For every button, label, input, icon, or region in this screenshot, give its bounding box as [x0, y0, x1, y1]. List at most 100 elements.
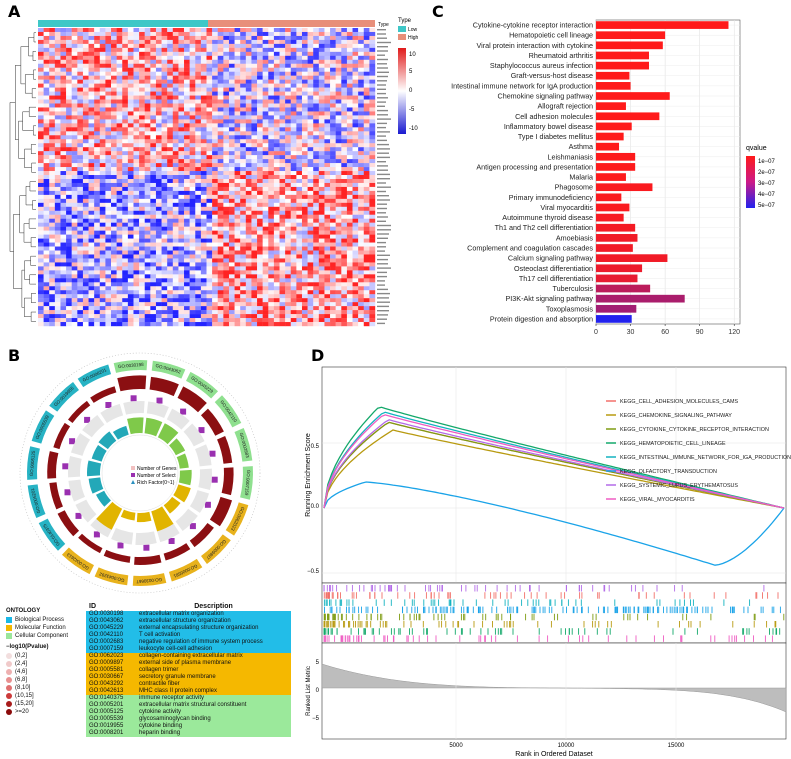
heatmap-cell: [307, 135, 314, 140]
heatmap-cell: [369, 286, 376, 291]
heatmap-cell: [155, 31, 162, 37]
heatmap-cell: [245, 167, 252, 172]
heatmap-cell: [82, 238, 89, 243]
heatmap-cell: [116, 306, 123, 311]
heatmap-cell: [251, 222, 258, 227]
heatmap-cell: [279, 55, 286, 60]
heatmap-cell: [262, 123, 269, 128]
heatmap-cell: [71, 71, 78, 76]
heatmap-cell: [172, 35, 179, 41]
heatmap-cell: [49, 59, 56, 64]
heatmap-cell: [296, 214, 303, 219]
heatmap-cell: [346, 226, 353, 231]
heatmap-cell: [363, 234, 370, 239]
heatmap-cell: [313, 163, 320, 168]
heatmap-cell: [341, 226, 348, 231]
heatmap-cell: [268, 226, 275, 231]
go-desc-cell: collagen trimer: [139, 667, 179, 673]
gene-label-tick: [377, 165, 388, 167]
heatmap-cell: [358, 314, 364, 319]
heatmap-cell: [262, 55, 269, 60]
heatmap-cell: [139, 47, 145, 53]
heatmap-cell: [279, 322, 286, 327]
heatmap-cell: [251, 31, 258, 37]
heatmap-cell: [77, 246, 84, 251]
heatmap-cell: [82, 159, 89, 164]
heatmap-cell: [234, 266, 241, 271]
dendrogram-branch: [23, 223, 32, 243]
go-outer-label: GO:0007159: [244, 470, 251, 497]
heatmap-cell: [66, 282, 72, 287]
heatmap-cell: [262, 186, 269, 192]
heatmap-cell: [88, 63, 95, 68]
heatmap-cell: [223, 171, 230, 176]
heatmap-cell: [240, 194, 247, 200]
heatmap-cell: [217, 226, 224, 231]
heatmap-cell: [318, 47, 325, 53]
go-table-row: GO:0005539 glycosaminoglycan binding: [86, 716, 291, 723]
go-table-row: GO:0042613 MHC class II protein complex: [86, 688, 291, 695]
heatmap-cell: [144, 175, 151, 180]
pvalue-legend-row: (4,6]: [6, 668, 86, 676]
ontology-label: Molecular Function: [15, 625, 66, 631]
heatmap-cell: [273, 178, 280, 184]
heatmap-cell: [341, 218, 348, 223]
heatmap-cell: [324, 310, 331, 315]
heatmap-cell: [184, 266, 190, 271]
heatmap-cell: [358, 238, 364, 243]
heatmap-cell: [369, 139, 376, 144]
heatmap-cell: [178, 202, 185, 207]
heatmap-cell: [66, 67, 72, 72]
heatmap-cell: [60, 270, 67, 275]
heatmap-cell: [111, 35, 117, 41]
heatmap-cell: [105, 182, 112, 188]
heatmap-cell: [43, 230, 50, 235]
heatmap-cell: [94, 91, 100, 96]
heatmap-cell: [49, 290, 56, 295]
go-outer-segment: [31, 410, 55, 444]
heatmap-cell: [54, 151, 61, 156]
go-grid-segment: [68, 455, 82, 478]
heatmap-cell: [217, 47, 224, 53]
heatmap-cell: [167, 314, 173, 319]
heatmap-cell: [195, 298, 202, 303]
go-id-cell: GO:0005201: [89, 702, 124, 708]
heatmap-cell: [245, 230, 252, 235]
go-legend: ONTOLOGY Biological Process Molecular Fun…: [6, 608, 86, 716]
heatmap-cell: [324, 151, 331, 156]
heatmap-cell: [363, 28, 370, 33]
heatmap-cell: [251, 306, 258, 311]
heatmap-cell: [66, 218, 72, 223]
heatmap-cell: [318, 190, 325, 196]
heatmap-cell: [251, 278, 258, 283]
heatmap-cell: [122, 254, 129, 259]
heatmap-cell: [99, 167, 106, 172]
heatmap-cell: [228, 28, 235, 33]
heatmap-cell: [335, 218, 342, 223]
heatmap-cell: [358, 286, 364, 291]
heatmap-cell: [144, 206, 151, 211]
heatmap-cell: [273, 306, 280, 311]
heatmap-cell: [105, 210, 112, 215]
heatmap-cell: [206, 266, 213, 271]
heatmap-cell: [290, 290, 297, 295]
heatmap-cell: [144, 314, 151, 319]
heatmap-cell: [178, 210, 185, 215]
heatmap-cell: [82, 302, 89, 307]
go-outer-segment: [201, 534, 231, 565]
heatmap-cell: [88, 75, 95, 80]
heatmap-cell: [144, 151, 151, 156]
heatmap-cell: [296, 194, 303, 200]
legend-high-label: High: [408, 35, 419, 41]
heatmap-cell: [38, 286, 44, 291]
es-gridlines: [322, 367, 786, 583]
heatmap-cell: [234, 214, 241, 219]
heatmap-cell: [262, 139, 269, 144]
heatmap-cell: [206, 39, 213, 45]
heatmap-cell: [301, 95, 308, 100]
heatmap-cell: [206, 230, 213, 235]
heatmap-cell: [43, 186, 50, 192]
heatmap-cell: [60, 322, 67, 327]
heatmap-cell: [43, 103, 50, 108]
heatmap-cell: [195, 63, 202, 68]
